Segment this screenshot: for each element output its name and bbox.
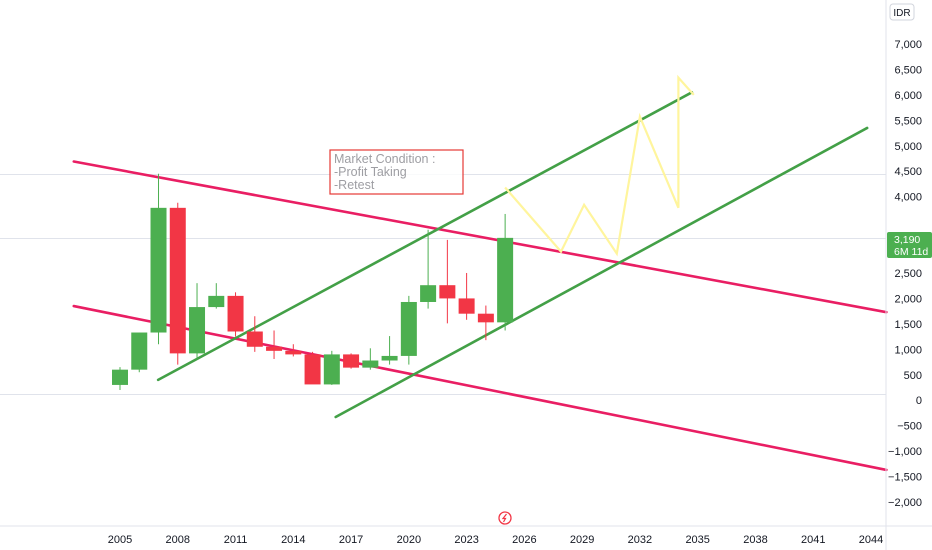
- price-tick-label: 2,000: [894, 293, 922, 305]
- annotation-line-2: -Profit Taking: [334, 165, 407, 179]
- candle-body: [477, 313, 494, 323]
- time-tick-label: 2038: [743, 534, 767, 546]
- projection-path: [504, 74, 695, 257]
- time-tick-label: 2032: [628, 534, 652, 546]
- annotation-line-3: -Retest: [334, 178, 375, 192]
- price-tick-label: 0: [916, 395, 922, 407]
- candle[interactable]: [266, 330, 283, 359]
- trendline-red[interactable]: [72, 304, 888, 472]
- candle-body: [458, 298, 475, 314]
- bar-countdown: 6M 11d: [894, 246, 928, 258]
- candle[interactable]: [458, 272, 475, 320]
- price-tick-label: 5,000: [894, 141, 922, 153]
- candle-body: [150, 207, 167, 333]
- price-tick-label: 6,500: [894, 64, 922, 76]
- price-tick-label: 500: [904, 370, 922, 382]
- candle[interactable]: [208, 283, 225, 309]
- candle-body: [362, 360, 379, 368]
- time-tick-label: 2035: [685, 534, 709, 546]
- price-scale[interactable]: IDR 7,000 6,500 6,000 5,500 5,000 4,500 4,000 3…: [885, 0, 932, 550]
- candle-body: [304, 354, 321, 385]
- last-price-label: 3,190 6M 11d: [887, 232, 932, 258]
- candle-body: [208, 295, 225, 308]
- candle[interactable]: [112, 367, 128, 391]
- price-tick-label: 4,000: [894, 192, 922, 204]
- candle[interactable]: [420, 229, 437, 309]
- price-tick-label: 6,000: [894, 90, 922, 102]
- price-tick-label: 4,500: [894, 166, 922, 178]
- time-tick-label: 2023: [454, 534, 478, 546]
- candle-body: [169, 207, 186, 354]
- candle-body: [285, 350, 302, 355]
- time-tick-label: 2008: [166, 534, 190, 546]
- candle-body: [131, 332, 148, 370]
- price-ticks: 7,0006,5006,0005,5005,0004,5004,0003,000…: [888, 39, 922, 509]
- trendline-red[interactable]: [72, 160, 888, 314]
- candle[interactable]: [323, 350, 340, 385]
- time-tick-label: 2014: [281, 534, 305, 546]
- candle[interactable]: [227, 292, 244, 337]
- candle-body: [343, 354, 360, 368]
- candle[interactable]: [285, 344, 302, 357]
- candle[interactable]: [246, 316, 263, 352]
- time-tick-label: 2044: [859, 534, 883, 546]
- price-tick-label: 5,500: [894, 115, 922, 127]
- candle[interactable]: [343, 353, 360, 369]
- time-tick-label: 2011: [224, 534, 248, 546]
- candle-body: [189, 307, 206, 354]
- candle-body: [246, 331, 263, 347]
- candle[interactable]: [477, 305, 494, 341]
- time-ticks: 2005 2008 2011 2014 2017 2020 2023 2026 2029 2032…: [108, 534, 883, 546]
- last-price-value: 3,190: [894, 234, 920, 246]
- currency-badge: [889, 3, 915, 21]
- time-tick-label: 2017: [339, 534, 363, 546]
- time-tick-label: 2029: [570, 534, 594, 546]
- trendline-green[interactable]: [334, 126, 869, 419]
- candle[interactable]: [400, 295, 417, 365]
- annotation-box[interactable]: Market Condition : -Profit Taking -Retes…: [329, 149, 464, 195]
- candle-body: [400, 301, 417, 356]
- price-tick-label: 1,500: [894, 319, 922, 331]
- trendlines: [72, 91, 888, 472]
- price-tick-label: −1,500: [888, 472, 922, 484]
- candle[interactable]: [150, 173, 167, 345]
- candle[interactable]: [439, 239, 456, 324]
- currency-label: IDR: [893, 8, 910, 19]
- candle-body: [266, 346, 283, 351]
- logo-icon: [498, 511, 512, 525]
- candle[interactable]: [304, 351, 321, 385]
- trendline-green[interactable]: [156, 91, 694, 382]
- projection-polyline[interactable]: [504, 74, 695, 257]
- candle-body: [420, 285, 437, 302]
- time-tick-label: 2020: [397, 534, 421, 546]
- candle[interactable]: [362, 348, 379, 370]
- time-tick-label: 2041: [801, 534, 825, 546]
- price-tick-label: 1,000: [894, 344, 922, 356]
- price-tick-label: −1,000: [888, 446, 922, 458]
- time-tick-label: 2026: [512, 534, 536, 546]
- price-tick-label: −500: [897, 421, 922, 433]
- candle-body: [439, 285, 456, 299]
- candle-body: [112, 369, 128, 385]
- candle[interactable]: [169, 202, 186, 365]
- candle[interactable]: [131, 332, 148, 373]
- candle-body: [227, 295, 244, 332]
- candle-body: [381, 355, 398, 361]
- time-tick-label: 2005: [108, 534, 132, 546]
- candle[interactable]: [497, 213, 514, 331]
- candle[interactable]: [189, 283, 206, 360]
- candle[interactable]: [381, 336, 398, 365]
- annotation-line-1: Market Condition :: [334, 152, 435, 166]
- price-tick-label: 2,500: [894, 268, 922, 280]
- candle-body: [497, 237, 514, 323]
- price-tick-label: 7,000: [894, 39, 922, 51]
- candlesticks: [112, 173, 514, 391]
- time-scale[interactable]: 2005 2008 2011 2014 2017 2020 2023 2026 2029 2032…: [0, 511, 932, 546]
- candle-body: [323, 354, 340, 385]
- price-tick-label: −2,000: [888, 497, 922, 509]
